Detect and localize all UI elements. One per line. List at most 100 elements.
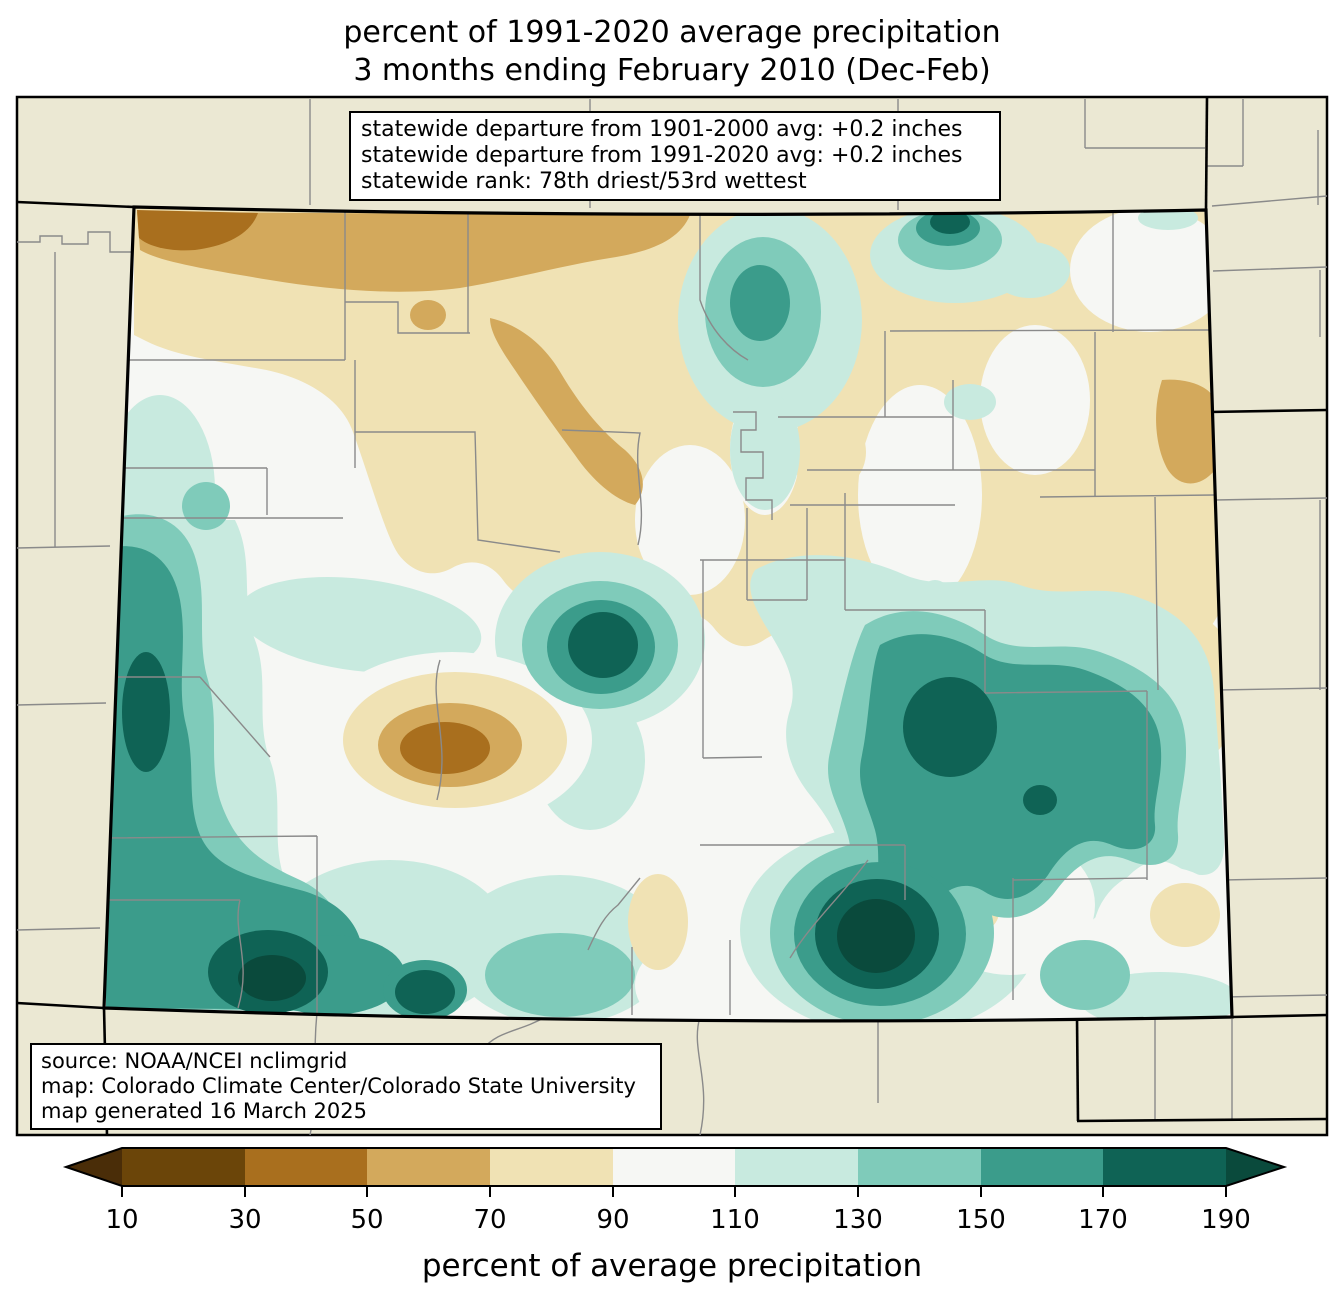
colorbar-segment bbox=[367, 1148, 490, 1186]
county-line bbox=[1154, 1017, 1233, 1120]
county-line bbox=[844, 493, 1148, 1000]
stats-line-3: statewide rank: 78th driest/53rd wettest bbox=[361, 169, 807, 194]
colorbar-ticks bbox=[121, 1186, 1227, 1197]
county-line bbox=[746, 508, 808, 601]
statewide-stats-box: statewide departure from 1901-2000 avg: … bbox=[349, 111, 1001, 201]
county-line bbox=[1214, 497, 1328, 998]
tick-label: 50 bbox=[350, 1205, 383, 1235]
contour-blob bbox=[837, 899, 915, 973]
state-line bbox=[1231, 1013, 1328, 1019]
colorbar-segment bbox=[1103, 1148, 1226, 1186]
contour-blob bbox=[182, 482, 230, 530]
county-line bbox=[631, 940, 731, 1015]
contour-blob bbox=[485, 933, 635, 1017]
contour-blob bbox=[238, 955, 306, 1001]
tick-label: 150 bbox=[956, 1205, 1006, 1235]
state-line bbox=[1204, 97, 1209, 211]
contour-blob bbox=[922, 580, 948, 604]
colorbar-caption: percent of average precipitation bbox=[422, 1248, 922, 1284]
tick-label: 30 bbox=[228, 1205, 261, 1235]
tick-label: 110 bbox=[710, 1205, 760, 1235]
tick-label: 190 bbox=[1201, 1205, 1251, 1235]
contour-blob bbox=[635, 445, 745, 595]
county-line bbox=[16, 231, 131, 931]
contour-blob bbox=[568, 612, 638, 678]
county-line bbox=[561, 429, 643, 546]
contour-blob bbox=[1070, 208, 1230, 332]
county-line bbox=[1039, 332, 1215, 691]
county-line bbox=[700, 559, 845, 759]
county-line bbox=[104, 676, 318, 1013]
contour-blob bbox=[790, 412, 866, 492]
colorbar-under-arrow bbox=[66, 1148, 122, 1186]
contour-blob bbox=[410, 300, 446, 330]
contour-blob bbox=[122, 652, 170, 772]
county-line bbox=[345, 212, 470, 334]
colorado-contours bbox=[104, 207, 1232, 1021]
source-line-1: source: NOAA/NCEI nclimgrid bbox=[41, 1049, 348, 1073]
county-line bbox=[355, 431, 561, 553]
colorbar-tick-labels: 10 30 50 70 90 110 130 150 170 190 bbox=[105, 1205, 1250, 1235]
contour-blob bbox=[990, 242, 1070, 298]
contour-blob bbox=[490, 318, 643, 505]
source-attribution-box: source: NOAA/NCEI nclimgrid map: Colorad… bbox=[30, 1043, 662, 1130]
tick-label: 90 bbox=[596, 1205, 629, 1235]
county-line bbox=[790, 469, 1095, 506]
colorbar: 10 30 50 70 90 110 130 150 170 190 perce… bbox=[62, 1147, 1288, 1284]
contour-blob bbox=[106, 546, 363, 1010]
colorbar-segment bbox=[490, 1148, 613, 1186]
title-line-2: 3 months ending February 2010 (Dec-Feb) bbox=[353, 53, 991, 88]
stats-line-1: statewide departure from 1901-2000 avg: … bbox=[361, 117, 963, 142]
contour-blob bbox=[903, 677, 997, 777]
stats-line-2: statewide departure from 1991-2020 avg: … bbox=[361, 143, 963, 168]
contour-blob bbox=[1150, 883, 1220, 947]
source-line-2: map: Colorado Climate Center/Colorado St… bbox=[41, 1074, 636, 1098]
county-line bbox=[1207, 99, 1328, 337]
contour-blob bbox=[395, 970, 455, 1014]
county-line bbox=[104, 899, 244, 1009]
colorado-county-lines bbox=[104, 211, 1215, 1015]
state-line bbox=[16, 1001, 105, 1010]
county-line bbox=[118, 211, 346, 361]
neighbor-state-borders bbox=[16, 97, 1328, 1136]
colorbar-segment bbox=[245, 1148, 367, 1186]
state-line bbox=[16, 200, 135, 209]
state-line bbox=[1075, 1016, 1080, 1122]
county-line bbox=[778, 331, 954, 470]
colorado-state-border bbox=[102, 205, 1234, 1023]
contour-blob bbox=[628, 874, 688, 970]
county-line bbox=[587, 877, 641, 951]
contour-blob bbox=[858, 385, 982, 605]
contour-blob bbox=[980, 325, 1090, 475]
colorbar-segment bbox=[613, 1148, 735, 1186]
contour-blob bbox=[137, 212, 690, 292]
title-line-1: percent of 1991-2020 average precipitati… bbox=[343, 15, 1001, 50]
colorbar-segment bbox=[981, 1148, 1103, 1186]
county-line bbox=[733, 411, 773, 520]
colorbar-over-arrow bbox=[1226, 1148, 1284, 1186]
county-line bbox=[700, 844, 906, 900]
source-line-3: map generated 16 March 2025 bbox=[41, 1099, 368, 1123]
colorbar-segment bbox=[122, 1148, 245, 1186]
county-line bbox=[889, 213, 1210, 332]
contour-blob bbox=[930, 210, 970, 234]
contour-blob bbox=[730, 265, 790, 341]
contour-over-190 bbox=[238, 899, 915, 1001]
county-line bbox=[112, 360, 356, 515]
county-line bbox=[699, 212, 749, 361]
state-line bbox=[1076, 1117, 1328, 1123]
contour-blob bbox=[1040, 940, 1130, 1010]
county-line bbox=[435, 659, 443, 801]
contour-blob bbox=[730, 390, 800, 510]
colorbar-segment bbox=[735, 1148, 858, 1186]
tick-label: 130 bbox=[833, 1205, 883, 1235]
tick-label: 170 bbox=[1078, 1205, 1128, 1235]
contour-blob bbox=[238, 576, 482, 674]
page-title: percent of 1991-2020 average precipitati… bbox=[0, 14, 1344, 90]
county-line bbox=[789, 859, 869, 959]
colorbar-segment bbox=[858, 1148, 981, 1186]
contour-blob bbox=[1023, 785, 1057, 815]
tick-label: 70 bbox=[473, 1205, 506, 1235]
